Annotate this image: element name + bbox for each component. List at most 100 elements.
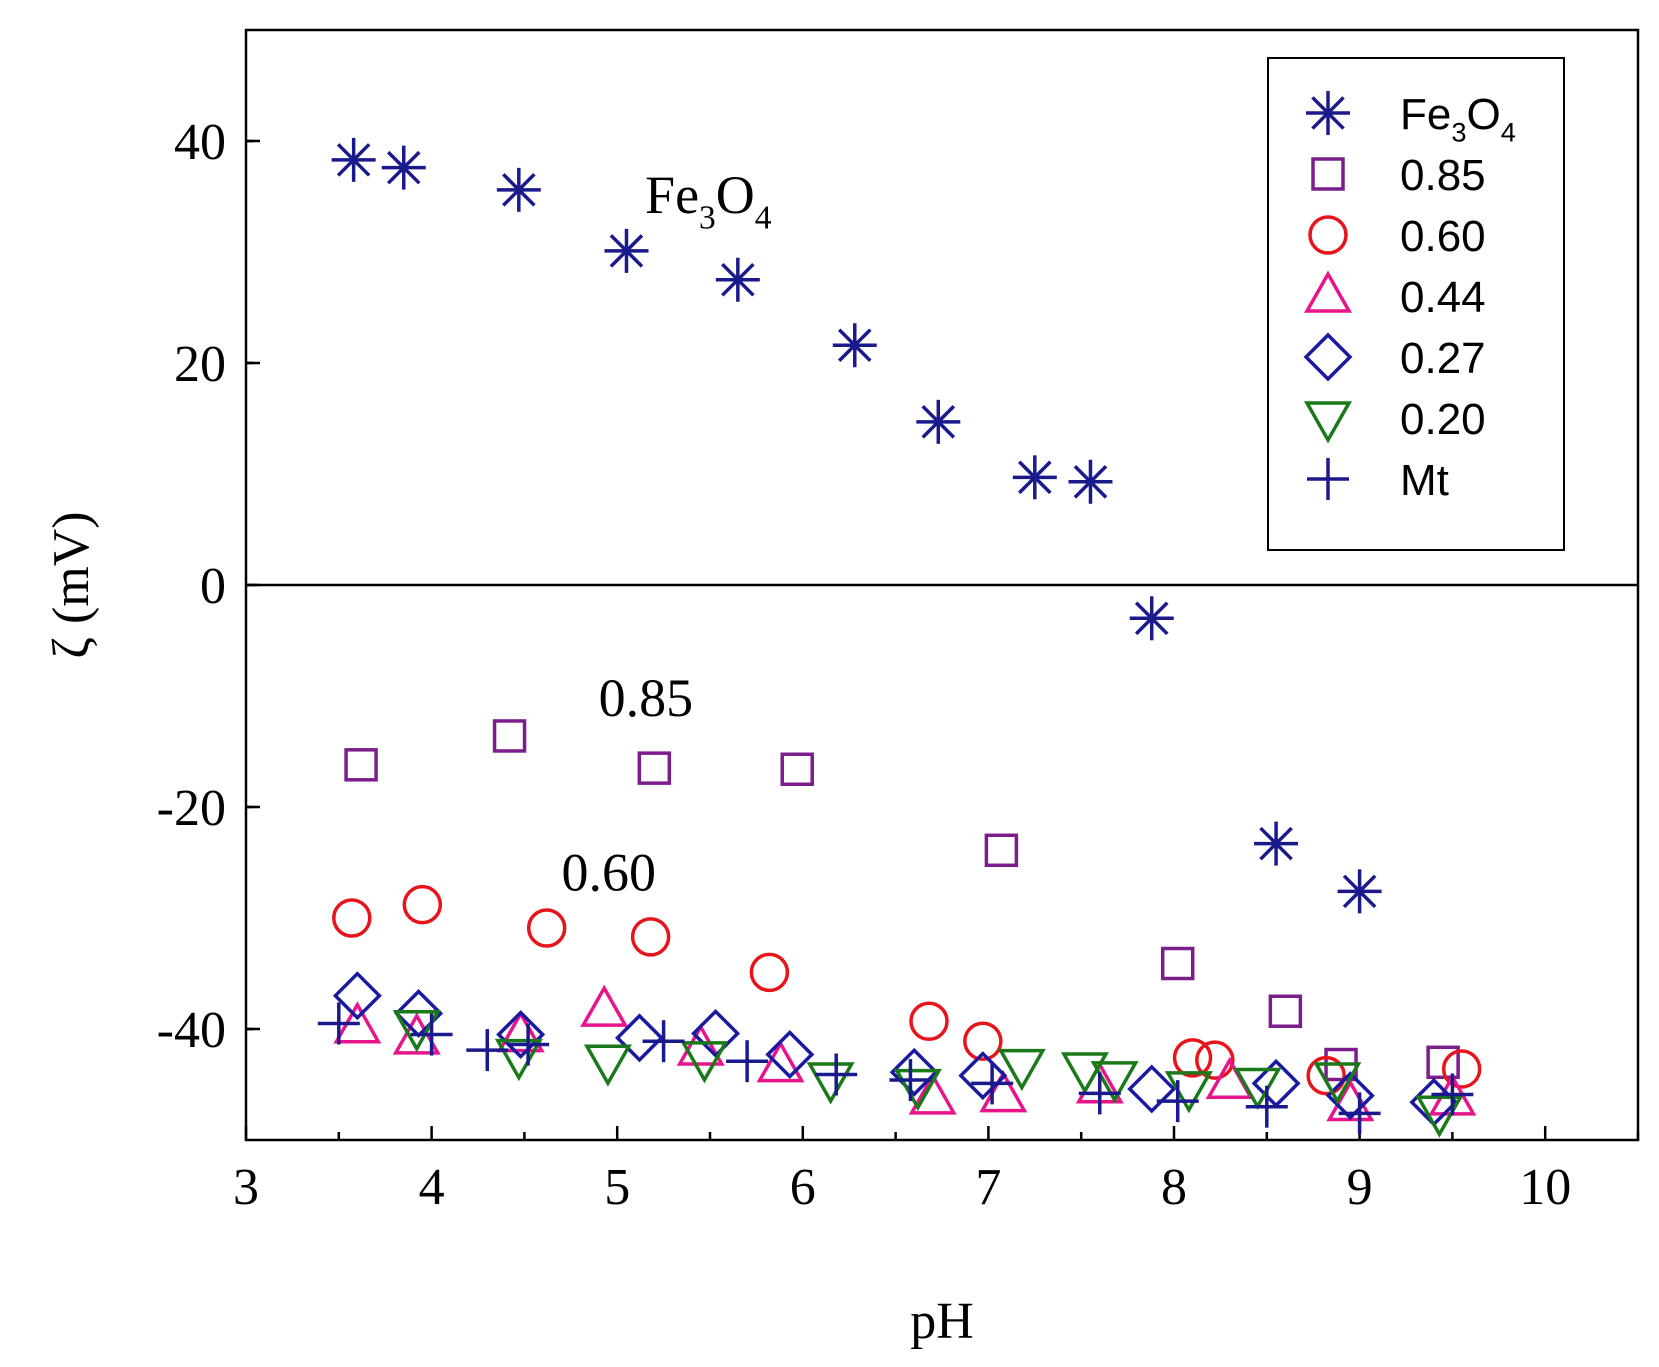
legend-label: 0.60 [1400, 212, 1486, 261]
data-point-triangle-down [1060, 1052, 1109, 1095]
legend-entry-0.44: 0.44 [1303, 270, 1486, 322]
data-point-plus [1156, 1080, 1199, 1123]
legend-label-part: Fe [1400, 90, 1451, 139]
data-point-plus [466, 1029, 509, 1072]
legend-entry-0.60: 0.60 [1308, 212, 1486, 261]
data-point-diamond [1325, 1071, 1375, 1121]
data-point-diamond [496, 1010, 546, 1060]
y-tick-label: -20 [157, 780, 226, 837]
legend-label-part: O [1467, 90, 1501, 139]
annotation-label-part: 3 [699, 199, 716, 236]
y-tick-label: 0 [200, 558, 226, 615]
legend-label-part: 0.85 [1400, 151, 1486, 200]
x-tick-label: 5 [604, 1159, 630, 1216]
data-point-circle [526, 908, 567, 948]
legend-entry-Fe3O4: Fe3O4 [1306, 90, 1516, 147]
data-point-diamond [889, 1047, 939, 1097]
data-point-diamond [958, 1051, 1008, 1101]
data-point-triangle-down [806, 1062, 855, 1105]
data-point-asterisk [1337, 869, 1382, 914]
data-point-asterisk [832, 323, 877, 368]
data-point-square [1426, 1045, 1460, 1080]
data-point-plus [642, 1020, 685, 1063]
annotation-label: 0.60 [562, 842, 657, 902]
data-point-circle [963, 1021, 1003, 1061]
data-point-triangle-down [1415, 1095, 1464, 1138]
legend-marker-triangle-up [1303, 270, 1353, 313]
legend-label-part: Mt [1400, 456, 1449, 505]
legend-marker-circle [1308, 215, 1348, 255]
legend-entry-0.20: 0.20 [1303, 395, 1486, 444]
series-Mt [317, 1002, 1474, 1135]
data-point-triangle-down [1164, 1071, 1213, 1114]
data-point-plus [507, 1023, 550, 1066]
annotation-label-part: O [716, 165, 755, 225]
data-point-asterisk [1254, 821, 1299, 866]
y-tick-label: 40 [174, 114, 226, 171]
legend-marker-plus [1307, 458, 1349, 500]
annotation-label: Fe3O4 [645, 165, 772, 236]
x-tick-label: 10 [1519, 1159, 1571, 1216]
data-point-plus [971, 1062, 1014, 1105]
data-point-asterisk [1012, 455, 1057, 500]
data-point-diamond [691, 1008, 741, 1058]
annotation-label-part: 0.60 [562, 842, 657, 902]
data-point-circle [1441, 1049, 1482, 1089]
legend-marker-triangle-down [1303, 401, 1353, 444]
x-tick-label: 4 [419, 1159, 445, 1216]
y-axis-label: ζ (mV) [43, 511, 100, 658]
y-tick-label: -40 [157, 1002, 226, 1059]
data-point-circle [909, 1001, 949, 1041]
x-tick-label: 7 [975, 1159, 1001, 1216]
data-point-plus [1431, 1073, 1474, 1116]
x-axis-label: pH [910, 1293, 974, 1350]
legend-label-part: 3 [1451, 116, 1466, 147]
data-point-plus [317, 1002, 360, 1045]
legend-entry-0.27: 0.27 [1303, 332, 1486, 383]
series-0.60 [332, 884, 1482, 1096]
data-point-triangle-down [680, 1041, 729, 1084]
data-point-triangle-down [583, 1044, 632, 1087]
data-series [317, 137, 1482, 1138]
data-point-circle [630, 917, 671, 957]
data-point-plus [1078, 1072, 1121, 1115]
data-point-square [1268, 994, 1303, 1028]
data-point-diamond [614, 1013, 664, 1063]
legend-label: 0.85 [1400, 151, 1486, 200]
legend-label-part: 0.20 [1400, 395, 1486, 444]
data-point-triangle-down [997, 1048, 1046, 1092]
series-0.85 [344, 719, 1460, 1082]
annotation-label-part: Fe [645, 165, 699, 225]
legend-entry-0.85: 0.85 [1311, 151, 1486, 200]
data-point-circle [1306, 1055, 1346, 1096]
data-point-triangle-up [908, 1072, 957, 1115]
legend-label-part: 0.44 [1400, 273, 1486, 322]
data-point-asterisk [1129, 596, 1174, 641]
axis-ticks: 3 4 5 6 7 8 9 10 40 20 0 -20 -40 [157, 114, 1640, 1216]
data-point-triangle-down [1313, 1062, 1362, 1105]
data-point-asterisk [715, 257, 760, 302]
data-point-diamond [332, 971, 382, 1021]
legend-label: 0.44 [1400, 273, 1486, 322]
legend-label-part: 0.60 [1400, 212, 1486, 261]
legend-label: 0.20 [1400, 395, 1486, 444]
data-point-square [1160, 946, 1195, 981]
legend-label: 0.27 [1400, 334, 1486, 383]
data-point-triangle-down [392, 1010, 441, 1053]
data-point-circle [1172, 1038, 1213, 1078]
data-point-plus [410, 1013, 453, 1056]
legend-box [1267, 57, 1565, 551]
x-tick-label: 8 [1161, 1159, 1187, 1216]
legend-marker-square [1311, 157, 1345, 191]
legend-label: Mt [1400, 456, 1449, 505]
annotation-label-part: 4 [755, 199, 772, 236]
data-point-triangle-up [496, 1010, 545, 1053]
data-point-triangle-up [676, 1023, 725, 1066]
data-point-triangle-down [893, 1068, 942, 1112]
legend-entry-Mt: Mt [1307, 456, 1449, 505]
data-point-asterisk [1068, 459, 1113, 504]
data-point-plus [1245, 1085, 1288, 1128]
data-point-plus [1338, 1092, 1381, 1135]
